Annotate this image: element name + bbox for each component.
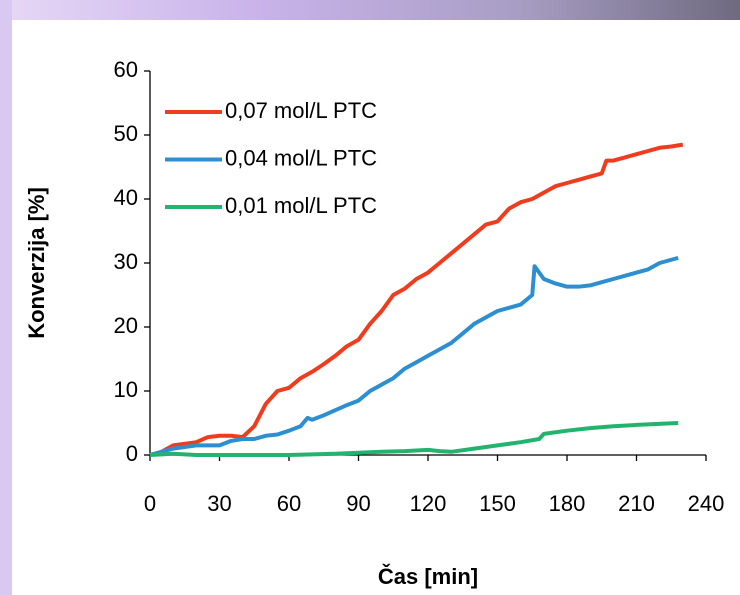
legend-label: 0,01 mol/L PTC [225,193,377,218]
y-tick-label: 30 [114,249,138,274]
legend-label: 0,07 mol/L PTC [225,98,377,123]
x-tick-label: 90 [346,491,370,516]
x-tick-label: 30 [207,491,231,516]
y-tick-label: 50 [114,121,138,146]
y-tick-label: 60 [114,57,138,82]
x-tick-label: 240 [688,491,725,516]
legend-label: 0,04 mol/L PTC [225,145,377,170]
y-tick-label: 10 [114,377,138,402]
top-strip [0,0,740,20]
y-tick-label: 20 [114,313,138,338]
left-strip [0,0,12,595]
x-tick-label: 150 [479,491,516,516]
x-tick-label: 120 [410,491,447,516]
x-axis-label: Čas [min] [378,564,478,589]
data-line [149,142,684,457]
x-tick-label: 210 [618,491,655,516]
y-tick-label: 0 [126,441,138,466]
y-axis-label: Konverzija [%] [24,187,49,339]
data-line [149,255,679,457]
data-line [149,421,679,457]
x-tick-label: 60 [277,491,301,516]
x-tick-label: 180 [549,491,586,516]
y-tick-label: 40 [114,185,138,210]
x-tick-label: 0 [144,491,156,516]
